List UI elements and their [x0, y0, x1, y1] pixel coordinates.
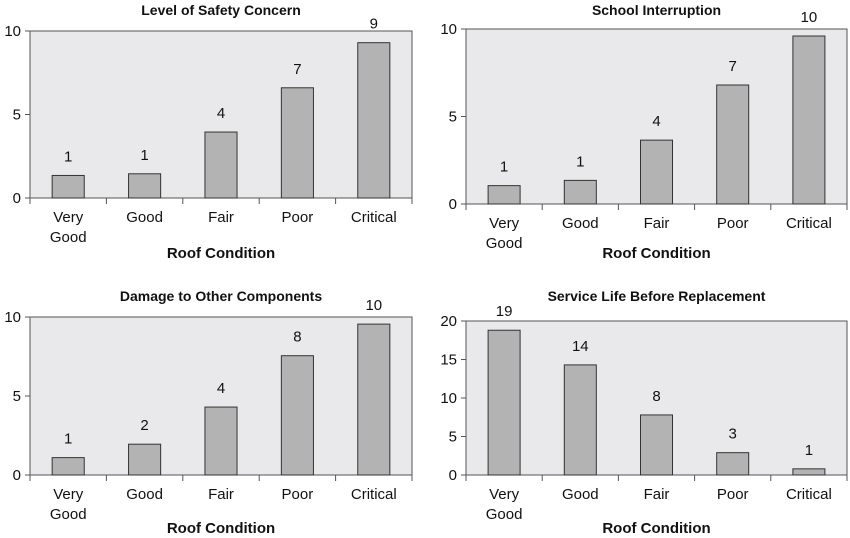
bar	[51, 174, 85, 199]
chart-title: Service Life Before Replacement	[548, 288, 766, 304]
chart-title: Level of Safety Concern	[141, 2, 301, 18]
x-tick-label: Fair	[208, 209, 234, 226]
x-tick-label: Poor	[282, 486, 314, 503]
y-tick-label: 10	[4, 309, 21, 326]
data-label: 10	[801, 9, 818, 26]
x-tick-label: Fair	[208, 486, 234, 503]
data-label: 4	[652, 113, 660, 130]
bar	[563, 364, 597, 476]
x-tick-label: Good	[50, 229, 87, 246]
x-tick-label: Good	[486, 235, 523, 252]
chart-panel-3: Damage to Other Components 0 5 10 1 Very Good 2…	[4, 288, 413, 537]
data-label: 7	[293, 61, 301, 78]
x-tick-label: Good	[50, 506, 87, 523]
y-tick-label: 10	[440, 390, 457, 407]
x-tick-label: Good	[562, 215, 599, 232]
data-label: 8	[293, 329, 301, 346]
bar	[639, 139, 674, 205]
data-label: 9	[370, 16, 378, 33]
bar	[716, 84, 750, 205]
x-tick-label: Poor	[717, 215, 749, 232]
x-axis-label: Roof Condition	[602, 245, 710, 262]
y-tick-label: 0	[13, 467, 21, 484]
y-tick-label: 20	[440, 313, 457, 330]
bar	[487, 185, 521, 205]
y-tick-label: 0	[13, 190, 21, 207]
data-label: 1	[805, 442, 813, 459]
data-label: 7	[729, 58, 737, 75]
bar	[792, 468, 826, 476]
data-label: 1	[64, 431, 72, 448]
bar	[128, 173, 162, 199]
bar	[487, 329, 521, 476]
x-axis-label: Roof Condition	[602, 520, 710, 537]
data-label: 10	[365, 297, 382, 314]
chart-panel-4: Service Life Before Replacement 0 5 10 15 20 1…	[440, 288, 848, 537]
x-axis-label: Roof Condition	[167, 245, 275, 262]
data-label: 1	[500, 159, 508, 176]
chart-panel-1: Level of Safety Concern 0 5 10 1 Very Good 1 Goo…	[4, 2, 413, 262]
chart-title: School Interruption	[592, 2, 721, 18]
data-label: 3	[729, 426, 737, 443]
data-label: 4	[217, 105, 225, 122]
bar	[280, 87, 314, 199]
bar	[639, 414, 674, 476]
chart-title: Damage to Other Components	[120, 288, 322, 304]
bar	[204, 406, 238, 476]
x-tick-label: Poor	[717, 486, 749, 503]
x-tick-label: Very	[53, 486, 84, 503]
y-tick-label: 0	[449, 196, 457, 213]
x-tick-label: Critical	[351, 209, 397, 226]
y-tick-label: 5	[13, 107, 21, 124]
x-tick-label: Good	[486, 506, 523, 523]
data-label: 8	[652, 388, 660, 405]
x-axis-label: Roof Condition	[167, 520, 275, 537]
data-label: 19	[496, 303, 513, 320]
x-tick-label: Fair	[644, 486, 670, 503]
y-tick-label: 10	[4, 23, 21, 40]
x-tick-label: Good	[126, 209, 163, 226]
y-tick-label: 15	[440, 352, 457, 369]
x-tick-label: Critical	[786, 215, 832, 232]
bar	[357, 323, 391, 476]
bar	[792, 35, 826, 205]
y-tick-label: 5	[449, 429, 457, 446]
data-label: 4	[217, 380, 225, 397]
x-tick-label: Very	[53, 209, 84, 226]
y-tick-label: 5	[13, 388, 21, 405]
x-tick-label: Good	[562, 486, 599, 503]
y-tick-label: 10	[440, 21, 457, 38]
data-label: 1	[140, 147, 148, 164]
y-tick-label: 0	[449, 467, 457, 484]
x-tick-label: Fair	[644, 215, 670, 232]
data-label: 1	[64, 148, 72, 165]
y-tick-label: 5	[449, 109, 457, 126]
bar	[280, 355, 314, 476]
x-tick-label: Very	[489, 486, 520, 503]
chart-panel-2: School Interruption 0 5 10 1 Very Good 1 Good 4 Fa…	[440, 2, 848, 262]
x-tick-label: Poor	[282, 209, 314, 226]
x-tick-label: Critical	[351, 486, 397, 503]
bar	[128, 443, 162, 476]
x-tick-label: Critical	[786, 486, 832, 503]
data-label: 2	[140, 417, 148, 434]
x-tick-label: Very	[489, 215, 520, 232]
bar	[716, 452, 750, 476]
x-tick-label: Good	[126, 486, 163, 503]
data-label: 14	[572, 338, 589, 355]
bar	[563, 179, 597, 205]
bar	[204, 131, 238, 199]
bar	[51, 457, 85, 476]
data-label: 1	[576, 153, 584, 170]
bar	[357, 42, 391, 199]
